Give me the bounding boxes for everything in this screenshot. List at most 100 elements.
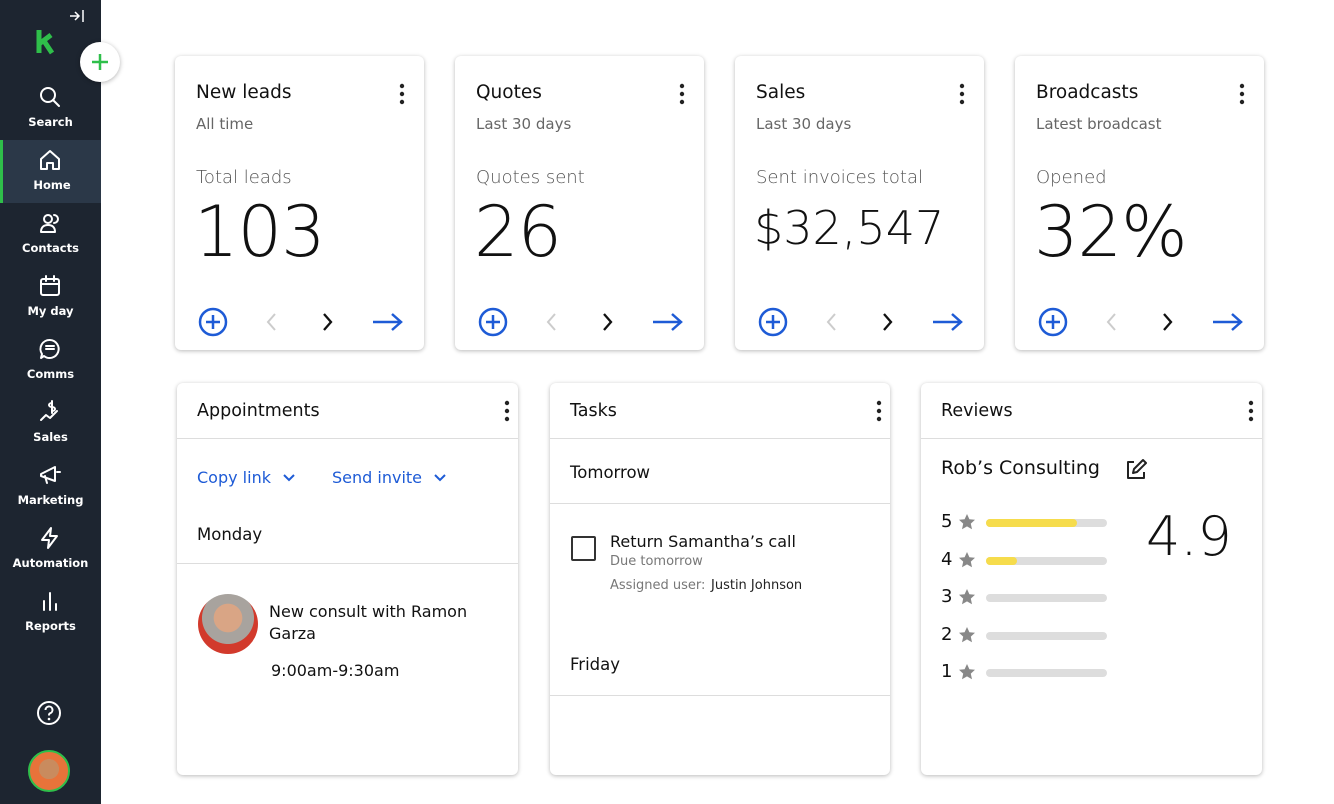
nav-icon: [40, 400, 58, 421]
nav-icon: [40, 466, 61, 484]
nav-item[interactable]: Automation: [0, 518, 101, 581]
more-menu[interactable]: [678, 83, 686, 105]
star-icon: [959, 664, 975, 680]
nav-label: Contacts: [22, 241, 79, 255]
add-button[interactable]: [478, 307, 508, 337]
divider: [550, 438, 890, 439]
open-button[interactable]: [371, 310, 405, 334]
metric-label: Total leads: [196, 167, 292, 188]
rating-track: [986, 631, 1107, 640]
appointments-panel: Appointments Copy link Send invite Monday Ne…: [177, 383, 518, 775]
action-link[interactable]: Send invite: [332, 468, 422, 487]
nav-item[interactable]: Sales: [0, 392, 101, 455]
dropdown-icon[interactable]: [282, 473, 296, 483]
next-button[interactable]: [1160, 310, 1174, 334]
task-group: Friday: [570, 655, 621, 674]
day-label: Monday: [197, 525, 263, 544]
more-menu[interactable]: [398, 83, 406, 105]
stat-card[interactable]: New leads All time Total leads 103: [175, 56, 424, 350]
star-icon: [959, 626, 975, 642]
more-menu[interactable]: [503, 400, 511, 422]
more-menu[interactable]: [1238, 83, 1246, 105]
add-button[interactable]: [758, 307, 788, 337]
open-button[interactable]: [651, 310, 685, 334]
card-period: Last 30 days: [756, 115, 852, 133]
open-button[interactable]: [931, 310, 965, 334]
nav-item[interactable]: Home: [0, 140, 101, 203]
divider: [177, 563, 518, 564]
open-button[interactable]: [1211, 310, 1245, 334]
star-count: 2: [941, 623, 953, 645]
nav-item[interactable]: Search: [0, 77, 101, 140]
prev-button[interactable]: [265, 310, 279, 334]
plus-icon: [92, 54, 108, 70]
task-checkbox[interactable]: [571, 536, 596, 561]
card-period: All time: [196, 115, 254, 133]
rating-track: [986, 594, 1107, 602]
stat-card[interactable]: Sales Last 30 days Sent invoices total $32,…: [735, 56, 984, 350]
star-icon: [959, 551, 975, 567]
help-icon[interactable]: [36, 700, 62, 726]
card-title: Quotes: [476, 82, 542, 103]
nav-item[interactable]: Reports: [0, 581, 101, 644]
star-count: 1: [941, 661, 953, 682]
star-icon: [959, 514, 975, 530]
divider: [550, 695, 890, 696]
panel-title: Reviews: [941, 401, 1013, 421]
prev-button[interactable]: [825, 310, 839, 334]
nav-item[interactable]: My day: [0, 266, 101, 329]
nav-icon: [43, 592, 57, 611]
divider: [177, 438, 518, 439]
reviews-panel: Reviews Rob’s Consulting 4.9 5 4 3 2 1: [921, 383, 1262, 775]
rating-track: [986, 669, 1107, 677]
rating-bar: [986, 519, 1077, 527]
task-group: Tomorrow: [570, 463, 651, 482]
action-link[interactable]: Copy link: [197, 468, 271, 487]
nav-item[interactable]: Marketing: [0, 455, 101, 518]
next-button[interactable]: [600, 310, 614, 334]
dropdown-icon[interactable]: [433, 473, 447, 483]
stat-card[interactable]: Broadcasts Latest broadcast Opened 32%: [1015, 56, 1264, 350]
user-avatar[interactable]: [28, 750, 70, 792]
assigned-label: Assigned user:: [610, 578, 706, 593]
event-title[interactable]: New consult with Ramon Garza: [269, 602, 468, 643]
next-button[interactable]: [880, 310, 894, 334]
metric-label: Sent invoices total: [756, 167, 923, 188]
add-button[interactable]: [198, 307, 228, 337]
metric-value: 32%: [1034, 191, 1188, 273]
edit-button[interactable]: [1124, 458, 1148, 482]
rating-track: [986, 556, 1107, 565]
logo[interactable]: [36, 28, 60, 56]
star-count: 5: [941, 511, 953, 532]
tasks-panel: Tasks Tomorrow Friday Return Samantha’s cal…: [550, 383, 890, 775]
more-menu[interactable]: [1247, 400, 1255, 422]
add-button[interactable]: [80, 42, 120, 82]
nav-label: Home: [33, 178, 71, 192]
rating-bar: [986, 556, 1018, 565]
prev-button[interactable]: [1105, 310, 1119, 334]
nav-label: Comms: [26, 367, 75, 381]
card-period: Latest broadcast: [1036, 115, 1162, 133]
attendee-avatar: [198, 594, 258, 654]
next-button[interactable]: [320, 310, 334, 334]
nav-icon: [40, 87, 60, 107]
divider: [550, 503, 890, 504]
nav-item[interactable]: Contacts: [0, 203, 101, 266]
assigned-user: Justin Johnson: [711, 578, 803, 593]
panel-title: Appointments: [197, 401, 320, 421]
average-rating: 4.9: [1146, 505, 1232, 568]
task-title[interactable]: Return Samantha’s call: [610, 532, 796, 551]
more-menu[interactable]: [958, 83, 966, 105]
add-button[interactable]: [1038, 307, 1068, 337]
more-menu[interactable]: [875, 400, 883, 422]
stat-card[interactable]: Quotes Last 30 days Quotes sent 26: [455, 56, 704, 350]
prev-button[interactable]: [545, 310, 559, 334]
metric-label: Opened: [1036, 167, 1107, 188]
collapse-button[interactable]: [68, 8, 86, 24]
nav-icon: [40, 150, 60, 170]
star-count: 4: [941, 548, 953, 570]
nav-icon: [41, 527, 58, 549]
business-name: Rob’s Consulting: [941, 457, 1100, 479]
nav-item[interactable]: Comms: [0, 329, 101, 392]
